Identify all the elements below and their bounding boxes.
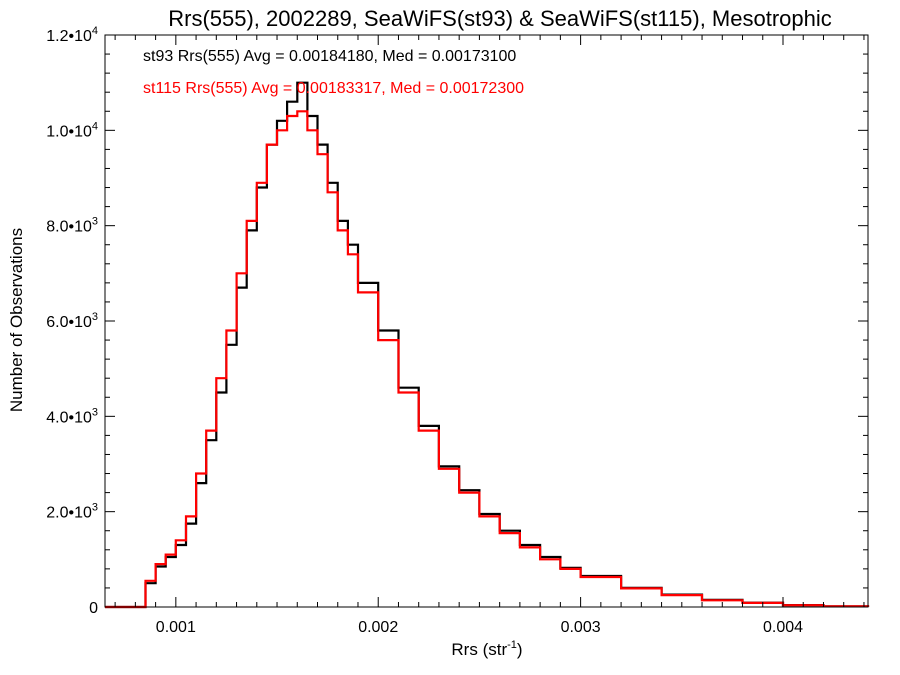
x-tick-label: 0.002 xyxy=(358,619,398,636)
y-tick-label: 2.0•103 xyxy=(46,502,98,522)
x-axis-label-superscript: -1 xyxy=(507,639,517,651)
axes: 0.001 0.002 0.003 0.004 0 2.0•103 4.0•103 6.0•1… xyxy=(46,25,869,636)
x-tick-label: 0.003 xyxy=(561,619,601,636)
x-axis-label-text: Rrs (str xyxy=(451,640,507,659)
plot-frame xyxy=(104,34,869,608)
chart-title: Rrs(555), 2002289, SeaWiFS(st93) & SeaWi… xyxy=(168,6,832,31)
series-st93-line xyxy=(105,81,870,609)
y-tick-label: 1.0•104 xyxy=(46,120,98,140)
x-axis-label-end: ) xyxy=(517,640,523,659)
y-tick-label: 8.0•103 xyxy=(46,216,98,236)
y-tick-label: 0 xyxy=(89,600,98,617)
x-tick-label: 0.004 xyxy=(763,619,803,636)
y-tick-label: 1.2•104 xyxy=(46,25,98,45)
x-tick-label: 0.001 xyxy=(156,619,196,636)
y-axis-label: Number of Observations xyxy=(7,228,26,412)
y-tick-label: 6.0•103 xyxy=(46,311,98,331)
x-axis-label: Rrs (str-1) xyxy=(451,639,522,659)
legend-entry-st115: st115 Rrs(555) Avg = 0.00183317, Med = 0… xyxy=(143,80,524,97)
plot-area xyxy=(105,81,870,609)
series-st115-line xyxy=(105,110,870,609)
y-tick-label: 4.0•103 xyxy=(46,406,98,426)
legend-entry-st93: st93 Rrs(555) Avg = 0.00184180, Med = 0.… xyxy=(143,48,516,65)
